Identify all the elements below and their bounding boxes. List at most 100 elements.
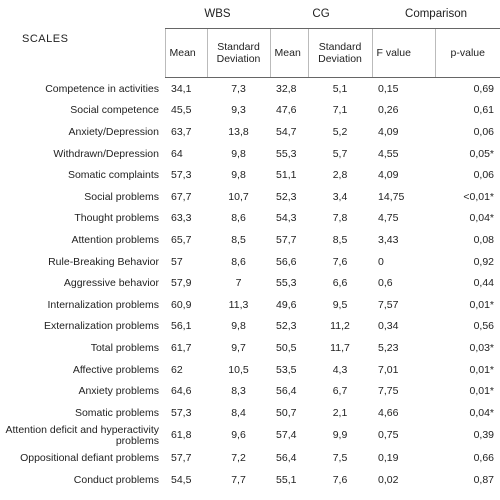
cg-mean: 55,3	[276, 147, 297, 160]
scale-name: Oppositional defiant problems	[20, 452, 159, 465]
f-value: 0,26	[378, 104, 399, 117]
wbs-mean: 62	[171, 363, 183, 376]
table-body: Competence in activities 34,1 7,3 32,8 5,1 0,…	[0, 78, 500, 491]
cg-sd: 2,1	[332, 406, 348, 419]
wbs-sd: 11,3	[228, 298, 249, 311]
f-value: 14,75	[378, 190, 405, 203]
scale-name: Aggressive behavior	[63, 277, 159, 290]
table-row: Somatic complaints 57,3 9,8 51,1 2,8 4,09 0,06	[0, 164, 500, 186]
column-header: F value	[371, 28, 436, 78]
p-value: 0,69	[473, 82, 495, 95]
cg-sd: 3,4	[332, 190, 348, 203]
cg-sd: 7,6	[332, 473, 348, 486]
table-row: Thought problems 63,3 8,6 54,3 7,8 4,75 0,04*	[0, 208, 500, 230]
p-value: 0,66	[473, 452, 495, 465]
wbs-sd: 9,8	[231, 320, 246, 333]
wbs-sd: 10,7	[228, 190, 249, 203]
scale-name: Competence in activities	[45, 82, 159, 95]
cg-sd: 9,5	[332, 298, 348, 311]
scale-name: Somatic problems	[74, 406, 159, 419]
column-header: Mean	[269, 28, 309, 78]
column-header: Mean	[164, 28, 207, 78]
wbs-mean: 56,1	[171, 320, 192, 333]
scale-name: Social problems	[84, 190, 159, 203]
cg-mean: 55,3	[276, 277, 297, 290]
cg-sd: 7,8	[332, 212, 348, 225]
cg-mean: 50,5	[276, 341, 297, 354]
cg-mean: 52,3	[276, 190, 297, 203]
column-header: Standard Deviation	[206, 28, 271, 78]
f-value: 4,09	[378, 125, 399, 138]
cg-mean: 51,1	[276, 169, 297, 182]
p-value: 0,03*	[469, 341, 495, 354]
wbs-sd: 9,8	[231, 169, 246, 182]
wbs-sd: 9,6	[231, 429, 246, 441]
table-row: Social competence 45,5 9,3 47,6 7,1 0,26 0,61	[0, 100, 500, 122]
table-row: Anxiety/Depression 63,7 13,8 54,7 5,2 4,09 0,0…	[0, 121, 500, 143]
wbs-sd: 8,3	[231, 385, 246, 398]
scale-name: Attention deficit and hyperactivity prob…	[5, 423, 159, 447]
wbs-mean: 54,5	[171, 473, 192, 486]
f-value: 4,55	[378, 147, 399, 160]
wbs-sd: 9,3	[231, 104, 246, 117]
cg-sd: 5,2	[332, 125, 348, 138]
f-value: 0,6	[378, 277, 393, 290]
f-value: 4,66	[378, 406, 399, 419]
p-value: 0,06	[473, 125, 495, 138]
cg-mean: 49,6	[276, 298, 297, 311]
wbs-mean: 65,7	[171, 233, 192, 246]
scale-name: Anxiety problems	[78, 385, 159, 398]
f-value: 0,75	[378, 429, 399, 441]
cg-mean: 56,4	[276, 452, 297, 465]
f-value: 0,34	[378, 320, 399, 333]
scale-name: Anxiety/Depression	[68, 125, 159, 138]
wbs-mean: 57,3	[171, 406, 192, 419]
f-value: 7,57	[378, 298, 399, 311]
cg-mean: 53,5	[276, 363, 297, 376]
cg-sd: 6,7	[332, 385, 348, 398]
p-value: <0,01*	[463, 190, 495, 203]
p-value: 0,92	[473, 255, 495, 268]
f-value: 5,23	[378, 341, 399, 354]
f-value: 7,01	[378, 363, 399, 376]
table-row: Conduct problems 54,5 7,7 55,1 7,6 0,02 0,87	[0, 469, 500, 491]
wbs-sd: 7,3	[231, 82, 246, 95]
p-value: 0,04*	[469, 212, 495, 225]
wbs-sd: 9,8	[231, 147, 246, 160]
p-value: 0,01*	[469, 385, 495, 398]
wbs-mean: 34,1	[171, 82, 192, 95]
wbs-sd: 13,8	[228, 125, 249, 138]
cg-mean: 54,7	[276, 125, 297, 138]
wbs-sd: 7,2	[231, 452, 246, 465]
cg-mean: 50,7	[276, 406, 297, 419]
cg-sd: 11,7	[330, 341, 350, 354]
wbs-sd: 8,6	[231, 212, 246, 225]
wbs-mean: 57	[171, 255, 183, 268]
cg-sd: 11,2	[330, 320, 350, 333]
f-value: 0,02	[378, 473, 399, 486]
cg-sd: 5,1	[332, 82, 348, 95]
table-row: Externalization problems 56,1 9,8 52,3 11,2 0…	[0, 316, 500, 338]
cg-mean: 47,6	[276, 104, 297, 117]
f-value: 4,75	[378, 212, 399, 225]
p-value: 0,04*	[469, 406, 495, 419]
cg-sd: 7,1	[332, 104, 348, 117]
wbs-sd: 8,6	[231, 255, 246, 268]
wbs-sd: 8,4	[231, 406, 246, 419]
wbs-mean: 63,7	[171, 125, 192, 138]
table-row: Withdrawn/Depression 64 9,8 55,3 5,7 4,55 0,05…	[0, 143, 500, 165]
cg-sd: 7,5	[332, 452, 348, 465]
cg-mean: 57,7	[276, 233, 297, 246]
column-header: p-value	[434, 28, 500, 78]
column-header: Standard Deviation	[307, 28, 373, 78]
table-row: Aggressive behavior 57,9 7 55,3 6,6 0,6 0,44	[0, 272, 500, 294]
f-value: 0	[378, 255, 384, 268]
table-row: Rule-Breaking Behavior 57 8,6 56,6 7,6 0 0,92	[0, 251, 500, 273]
table-row: Total problems 61,7 9,7 50,5 11,7 5,23 0,03*	[0, 337, 500, 359]
cg-sd: 6,6	[332, 277, 348, 290]
table-row: Competence in activities 34,1 7,3 32,8 5,1 0,…	[0, 78, 500, 100]
f-value: 7,75	[378, 385, 399, 398]
p-value: 0,01*	[469, 363, 495, 376]
scale-name: Externalization problems	[44, 320, 159, 333]
wbs-sd: 7	[235, 277, 242, 290]
